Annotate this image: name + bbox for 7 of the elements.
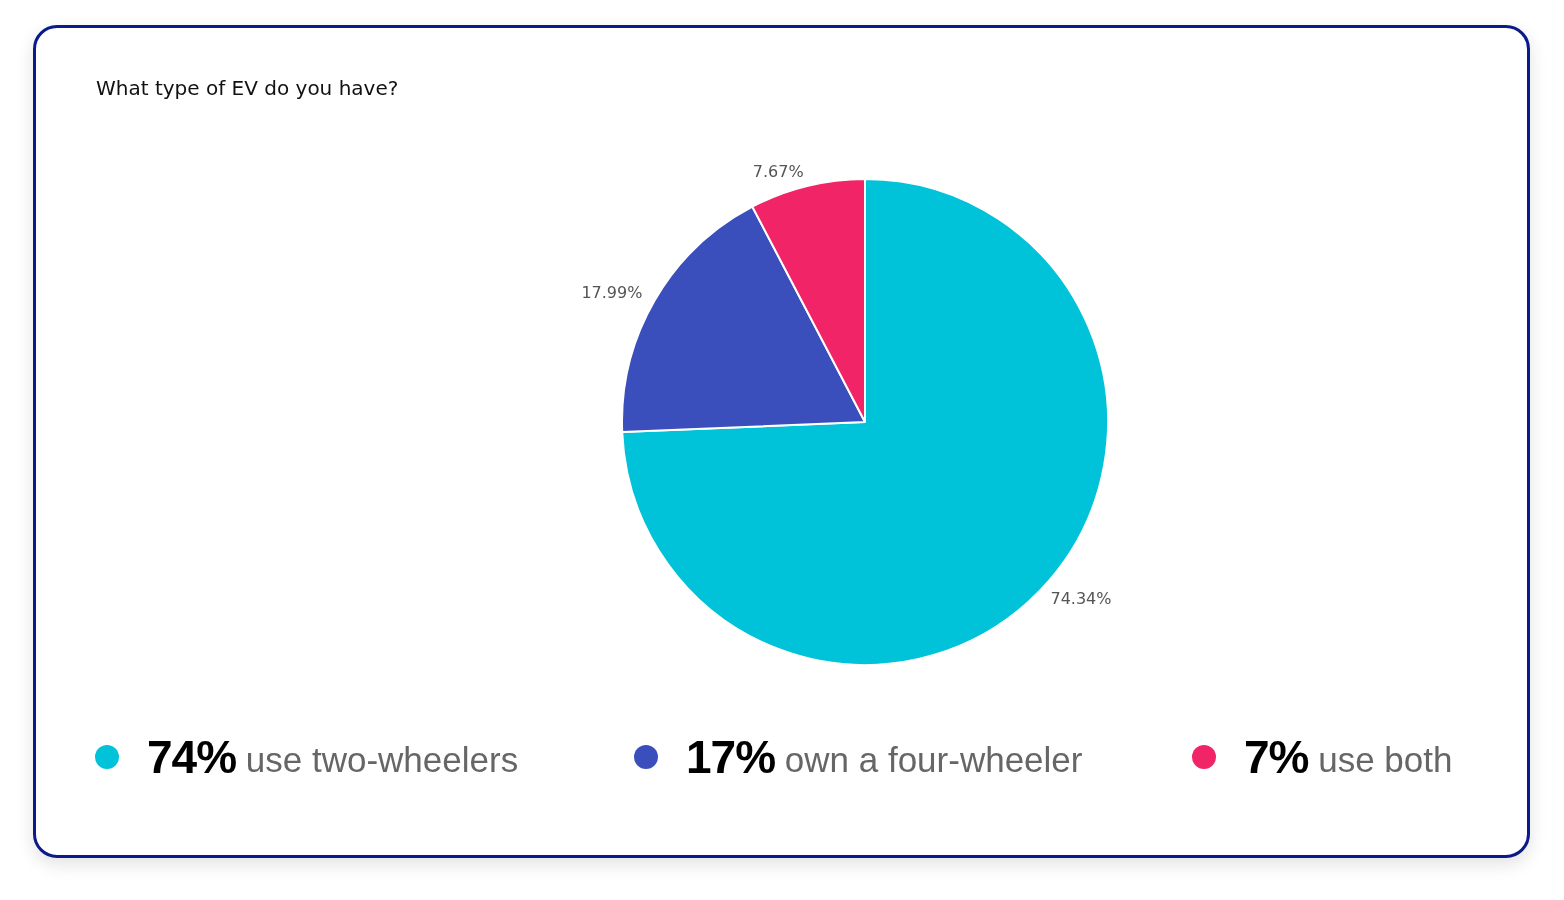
chart-title: What type of EV do you have? bbox=[96, 76, 399, 100]
legend-label: 7% use both bbox=[1244, 730, 1453, 784]
data-label: 74.34% bbox=[1050, 589, 1112, 609]
legend-label: 74% use two-wheelers bbox=[147, 730, 519, 784]
data-label: 17.99% bbox=[581, 282, 643, 302]
legend-label: 17% own a four-wheeler bbox=[686, 730, 1083, 784]
data-label: 7.67% bbox=[752, 161, 804, 181]
